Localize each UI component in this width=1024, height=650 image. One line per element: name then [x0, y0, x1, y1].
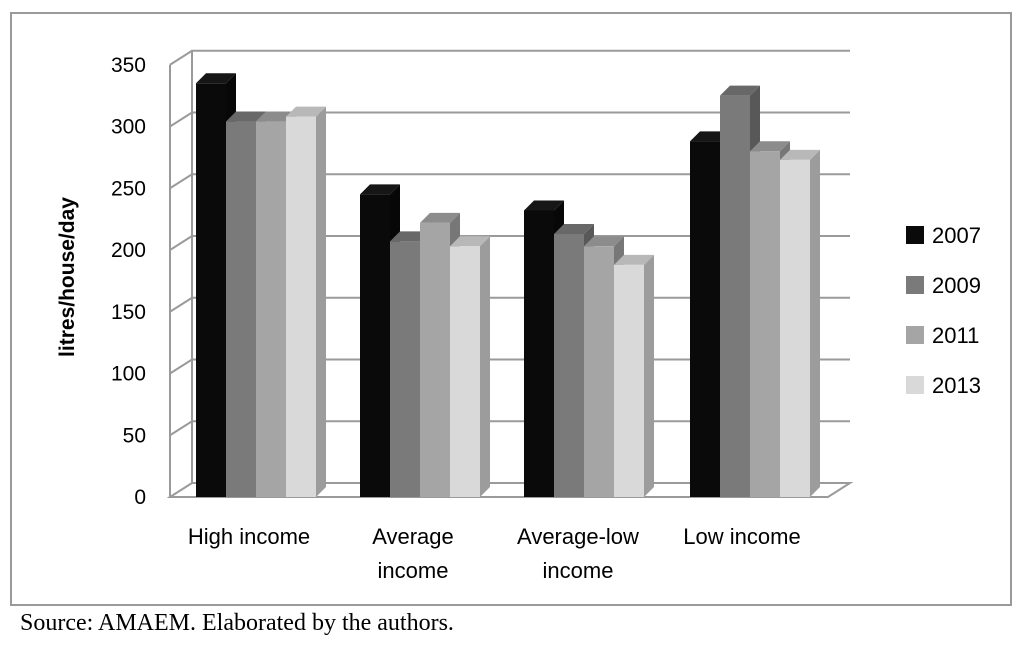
- gridline: [169, 235, 850, 251]
- bar: [450, 236, 490, 498]
- bar: [286, 106, 326, 498]
- bar: [780, 149, 820, 497]
- legend-label: 2011: [932, 323, 979, 348]
- x-category-label: High income: [188, 524, 310, 549]
- legend-label: 2009: [932, 273, 981, 298]
- y-tick-label: 350: [111, 54, 146, 77]
- bar: [614, 254, 654, 497]
- legend-swatch: [906, 226, 924, 244]
- x-category-label: Low income: [683, 524, 800, 549]
- y-tick-label: 100: [111, 363, 146, 386]
- source-note: Source: AMAEM. Elaborated by the authors…: [20, 610, 454, 636]
- legend-swatch: [906, 276, 924, 294]
- legend-swatch: [906, 376, 924, 394]
- x-category-label: Average-low income: [517, 524, 639, 583]
- legend-label: 2013: [932, 373, 981, 398]
- legend-swatch: [906, 326, 924, 344]
- y-tick-label: 250: [111, 177, 146, 200]
- bar-chart: 0 50 100 150 200 250 300 350 High income Average…: [56, 49, 981, 583]
- chart-frame: [10, 12, 1012, 606]
- y-tick-label: 0: [134, 486, 146, 509]
- y-tick-label: 50: [123, 424, 146, 447]
- y-tick-label: 150: [111, 301, 146, 324]
- x-category-label: Average income: [372, 524, 454, 583]
- legend-label: 2007: [932, 223, 981, 248]
- y-tick-label: 300: [111, 116, 146, 139]
- x-category-labels: High income Average income Average-low incom…: [188, 524, 801, 583]
- gridline: [169, 49, 850, 66]
- y-axis-title: litres/house/day: [56, 197, 79, 357]
- gridline: [169, 173, 850, 190]
- bars: [196, 73, 820, 498]
- y-tick-labels: 0 50 100 150 200 250 300 350: [111, 54, 146, 509]
- gridline: [169, 111, 850, 128]
- legend: 2007 2009 2011 2013: [906, 223, 981, 398]
- y-tick-label: 200: [111, 239, 146, 262]
